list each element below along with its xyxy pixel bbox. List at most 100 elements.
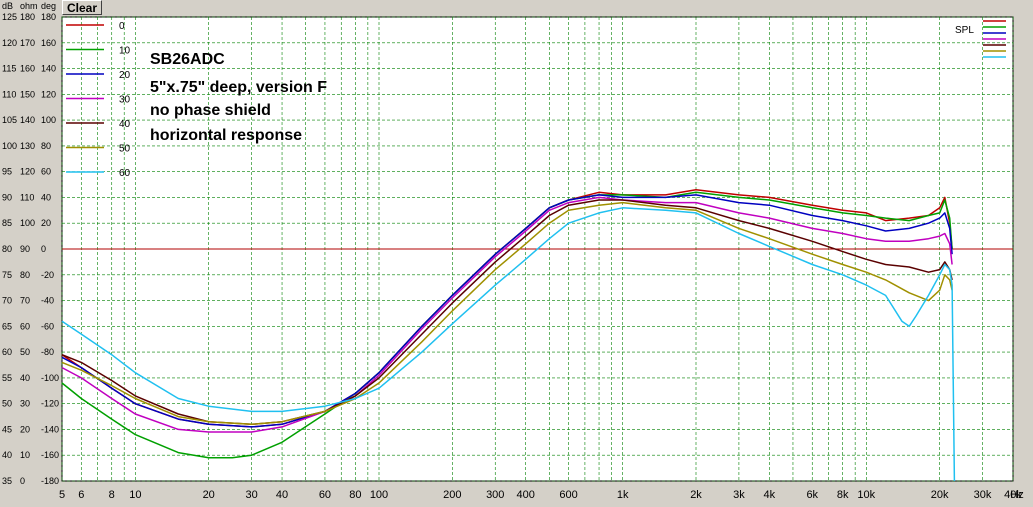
xtick-label: 1k (617, 489, 629, 501)
xtick-label: 30 (245, 489, 257, 501)
ytick-ohm-label: 60 (20, 321, 30, 331)
xtick-label: 6 (78, 489, 84, 501)
xtick-label: 20 (203, 489, 215, 501)
title-line-3: no phase shield (150, 102, 271, 119)
ytick-db-label: 55 (2, 373, 12, 383)
ytick-db-label: 90 (2, 192, 12, 202)
legend-label-10: 10 (119, 46, 131, 57)
xtick-label: 100 (370, 489, 388, 501)
response-curves (61, 188, 956, 482)
ytick-ohm-label: 180 (20, 12, 35, 22)
title-line-1: SB26ADC (150, 51, 225, 68)
clear-button[interactable]: Clear (62, 0, 102, 15)
ytick-db-label: 50 (2, 399, 12, 409)
xtick-label: 10k (857, 489, 875, 501)
legend-label-30: 30 (119, 95, 131, 106)
xtick-label: 400 (517, 489, 535, 501)
curve-20-deg (61, 194, 953, 428)
ytick-db-label: 70 (2, 296, 12, 306)
xtick-label: 10 (129, 489, 141, 501)
x-unit-label: Hz (1010, 489, 1023, 501)
chart-title-block: SB26ADC 5"x.75" deep, version F no phase… (150, 51, 327, 144)
legend-label-20: 20 (119, 70, 131, 81)
ytick-deg-label: 160 (41, 38, 56, 48)
ytick-deg-label: -160 (41, 450, 59, 460)
ytick-ohm-label: 10 (20, 450, 30, 460)
ytick-deg-label: 40 (41, 192, 51, 202)
ytick-deg-label: 100 (41, 115, 56, 125)
legend: 0 10 20 30 40 50 60 (66, 21, 131, 179)
xtick-label: 40 (276, 489, 288, 501)
ytick-deg-label: 120 (41, 89, 56, 99)
curve-30-deg (61, 196, 953, 433)
axis-units-row: dB ohm deg (2, 1, 56, 11)
xtick-label: 5 (59, 489, 65, 501)
unit-ohm-label: ohm (20, 1, 38, 11)
ytick-ohm-label: 170 (20, 38, 35, 48)
ytick-ohm-label: 110 (20, 192, 34, 202)
ytick-deg-label: -60 (41, 321, 54, 331)
ytick-db-label: 105 (2, 115, 17, 125)
ytick-db-label: 100 (2, 141, 17, 151)
ytick-db-label: 45 (2, 424, 12, 434)
spl-legend: SPL (955, 20, 1006, 58)
ytick-deg-label: -20 (41, 270, 54, 280)
unit-db-label: dB (2, 1, 13, 11)
ytick-db-label: 95 (2, 167, 12, 177)
ytick-deg-label: -80 (41, 347, 54, 357)
ytick-ohm-label: 30 (20, 399, 30, 409)
ytick-db-label: 60 (2, 347, 12, 357)
legend-label-50: 50 (119, 144, 131, 155)
xtick-label: 80 (349, 489, 361, 501)
ytick-ohm-label: 70 (20, 296, 30, 306)
xtick-label: 6k (806, 489, 818, 501)
unit-deg-label: deg (41, 1, 56, 11)
ytick-deg-label: -40 (41, 296, 54, 306)
ytick-deg-label: 180 (41, 12, 56, 22)
ytick-db-label: 115 (2, 64, 16, 74)
ytick-deg-label: -180 (41, 476, 59, 486)
title-line-4: horizontal response (150, 127, 302, 144)
ytick-db-label: 65 (2, 321, 12, 331)
xtick-label: 300 (486, 489, 504, 501)
ytick-ohm-label: 160 (20, 64, 35, 74)
xtick-label: 3k (733, 489, 745, 501)
ytick-ohm-label: 40 (20, 373, 30, 383)
ytick-deg-label: 80 (41, 141, 51, 151)
ytick-ohm-label: 130 (20, 141, 35, 151)
curve-50-deg (61, 201, 953, 426)
curve-60-deg (61, 207, 956, 482)
xtick-label: 2k (690, 489, 702, 501)
legend-label-40: 40 (119, 119, 131, 130)
xtick-label: 200 (443, 489, 461, 501)
ytick-ohm-label: 80 (20, 270, 30, 280)
ytick-db-label: 35 (2, 476, 12, 486)
xtick-label: 600 (559, 489, 577, 501)
xtick-label: 8k (837, 489, 849, 501)
spl-label: SPL (955, 25, 974, 36)
ytick-ohm-label: 140 (20, 115, 35, 125)
ytick-deg-label: 140 (41, 64, 56, 74)
ytick-ohm-label: 150 (20, 89, 35, 99)
ytick-ohm-label: 90 (20, 244, 30, 254)
ytick-ohm-label: 120 (20, 167, 35, 177)
xtick-label: 20k (931, 489, 949, 501)
ytick-deg-label: -100 (41, 373, 59, 383)
ytick-db-label: 125 (2, 12, 17, 22)
ytick-db-label: 85 (2, 218, 12, 228)
ytick-deg-label: 60 (41, 167, 51, 177)
xtick-label: 40k (1004, 489, 1022, 501)
xtick-label: 4k (764, 489, 776, 501)
ytick-db-label: 120 (2, 38, 17, 48)
ytick-db-label: 80 (2, 244, 12, 254)
ytick-deg-label: 0 (41, 244, 46, 254)
ytick-deg-label: -140 (41, 424, 59, 434)
xtick-label: 8 (109, 489, 115, 501)
legend-label-60: 60 (119, 168, 131, 179)
ytick-ohm-label: 50 (20, 347, 30, 357)
ytick-db-label: 75 (2, 270, 12, 280)
xtick-label: 30k (974, 489, 992, 501)
title-line-2: 5"x.75" deep, version F (150, 79, 327, 96)
